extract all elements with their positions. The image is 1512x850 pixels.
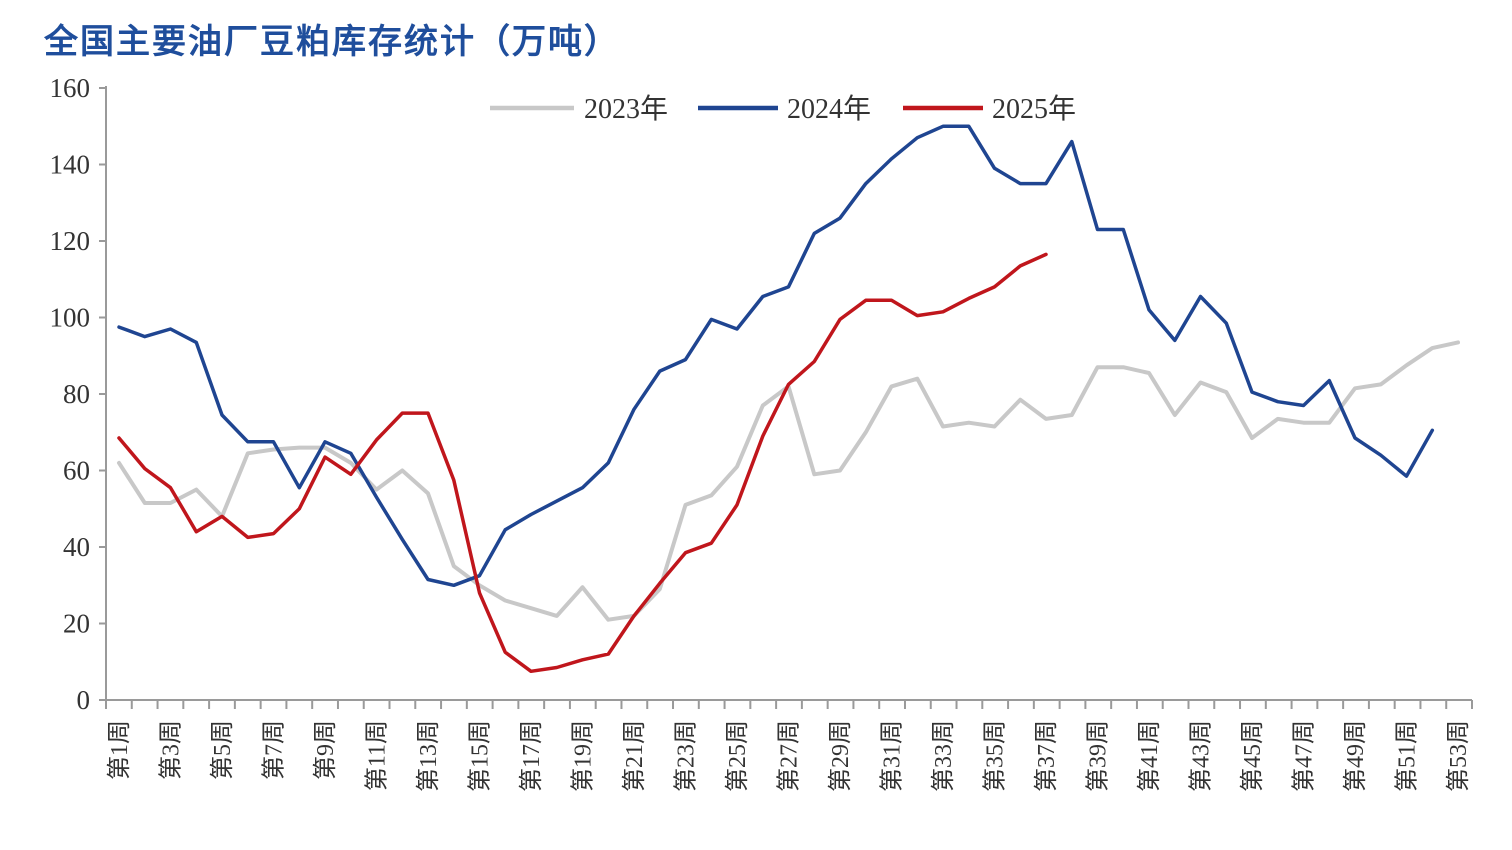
x-tick-label: 第33周	[930, 720, 957, 792]
x-tick-label: 第5周	[209, 720, 236, 780]
x-tick-label: 第19周	[570, 720, 597, 792]
legend-item: 2025年	[903, 93, 1076, 125]
x-tick-label: 第47周	[1291, 720, 1318, 792]
x-tick-label: 第11周	[364, 720, 391, 791]
x-tick-label: 第3周	[158, 720, 185, 780]
x-tick-label: 第51周	[1394, 720, 1421, 792]
x-tick-label: 第49周	[1342, 720, 1369, 792]
chart-title: 全国主要油厂豆粕库存统计（万吨）	[44, 22, 620, 62]
x-tick-label: 第29周	[827, 720, 854, 792]
series-line-2025年	[117, 252, 1048, 674]
y-tick-label: 80	[63, 379, 90, 409]
legend: 2023年 2024年 2025年	[490, 93, 1076, 125]
series-line-2024年	[117, 124, 1435, 588]
legend-label: 2025年	[992, 93, 1076, 125]
y-tick-label: 160	[50, 73, 91, 103]
x-tick-label: 第21周	[621, 720, 648, 792]
legend-item: 2023年	[490, 93, 668, 125]
legend-label: 2023年	[584, 93, 668, 125]
y-tick-label: 20	[63, 609, 90, 639]
x-tick-label: 第17周	[518, 720, 545, 792]
y-axis: 0 20 40 60 80 100 120 140 160	[50, 73, 107, 715]
x-axis: 第1周 第3周 第5周 第7周 第9周 第11周 第13周 第15周 第17周 第19周 第21周第…	[105, 699, 1473, 792]
legend-item: 2024年	[698, 93, 871, 125]
x-tick-label: 第7周	[261, 720, 288, 780]
x-tick-label: 第9周	[312, 720, 339, 780]
y-tick-label: 0	[77, 685, 91, 715]
x-tick-label: 第13周	[415, 720, 442, 792]
x-tick-label: 第39周	[1085, 720, 1112, 792]
x-tick-label: 第37周	[1033, 720, 1060, 792]
x-tick-label: 第41周	[1136, 720, 1163, 792]
x-tick-label: 第25周	[724, 720, 751, 792]
x-tick-label: 第31周	[879, 720, 906, 792]
x-tick-label: 第23周	[673, 720, 700, 792]
y-tick-label: 120	[50, 226, 91, 256]
series-layer	[117, 124, 1460, 674]
x-tick-label: 第27周	[776, 720, 803, 792]
x-tick-label: 第43周	[1188, 720, 1215, 792]
x-tick-label: 第35周	[982, 720, 1009, 792]
x-tick-label: 第53周	[1445, 720, 1472, 792]
x-tick-label: 第1周	[106, 720, 133, 780]
y-tick-label: 60	[63, 456, 90, 486]
x-tick-label: 第15周	[467, 720, 494, 792]
y-tick-label: 40	[63, 532, 90, 562]
y-tick-label: 100	[50, 303, 91, 333]
x-tick-label: 第45周	[1239, 720, 1266, 792]
legend-label: 2024年	[787, 93, 871, 125]
y-tick-label: 140	[50, 150, 91, 180]
